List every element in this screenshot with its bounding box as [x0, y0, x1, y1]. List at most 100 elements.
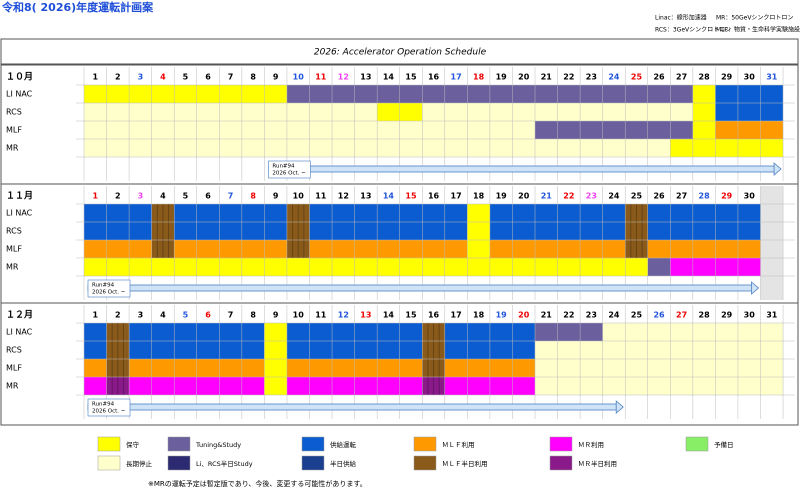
day-number: 6 [205, 192, 211, 201]
day-number: 30 [744, 73, 756, 82]
legend-label: ＭＬＦ利用 [442, 440, 475, 449]
status-cell [84, 103, 378, 121]
day-number: 15 [405, 73, 417, 82]
legend-label: 予備日 [714, 440, 734, 449]
day-number: 28 [699, 311, 711, 320]
row-label: LI NAC [6, 328, 33, 337]
legend-label: 長期停止 [126, 459, 153, 468]
row-label: MR [6, 263, 19, 272]
status-cell [106, 323, 130, 341]
abbrev: RCS：3GeVシンクロトロン [655, 27, 731, 34]
status-cell [84, 359, 107, 377]
row-label: RCS [6, 346, 22, 355]
row-label: MR [6, 144, 19, 153]
month-label: １１月 [6, 191, 33, 202]
footnote: ※MRの運転予定は暫定版であり、今後、変更する可能性があります。 [148, 479, 367, 488]
status-cell [467, 222, 490, 240]
run-box [268, 160, 311, 179]
day-number: 11 [315, 192, 327, 201]
day-number: 3 [138, 192, 144, 201]
run-arrow-head [751, 281, 760, 295]
run-arrow-head [773, 162, 782, 176]
status-cell [535, 377, 784, 395]
day-number: 19 [496, 73, 508, 82]
status-cell [84, 377, 107, 395]
day-number: 27 [676, 192, 687, 201]
row-label: RCS [6, 227, 22, 236]
status-cell [84, 204, 152, 222]
legend-swatch [685, 436, 709, 452]
day-number: 13 [360, 311, 371, 320]
day-number: 1 [92, 311, 98, 320]
day-number: 24 [608, 192, 620, 201]
status-cell [106, 377, 130, 395]
day-number: 2 [115, 192, 121, 201]
run-name: Run#94 [92, 283, 115, 289]
day-number: 18 [473, 311, 485, 320]
run-arrow-head [615, 400, 624, 414]
legend-label: ＭＲ利用 [578, 440, 604, 449]
day-number: 22 [563, 311, 574, 320]
abbrev: MR：50GeVシンクロトロン [716, 15, 793, 22]
day-number: 23 [586, 73, 597, 82]
status-cell [715, 121, 784, 139]
status-cell [535, 121, 693, 139]
status-cell [84, 258, 648, 276]
day-number: 3 [138, 311, 144, 320]
day-number: 25 [631, 311, 643, 320]
row-label: MLF [6, 126, 22, 135]
day-number: 21 [541, 192, 553, 201]
day-number: 12 [338, 311, 349, 320]
status-cell [535, 341, 784, 359]
legend-swatch [97, 455, 121, 471]
status-cell [264, 323, 287, 341]
day-number: 28 [699, 192, 711, 201]
status-cell [715, 85, 784, 103]
legend-label: ＭＬＦ半日利用 [442, 459, 488, 468]
status-cell [692, 103, 716, 121]
status-cell [692, 121, 716, 139]
status-cell [84, 240, 152, 258]
day-number: 4 [160, 73, 166, 82]
status-cell [535, 359, 784, 377]
status-cell [174, 240, 287, 258]
day-number: 2 [115, 73, 121, 82]
status-cell [692, 85, 716, 103]
legend-swatch [97, 436, 121, 452]
status-cell [625, 240, 648, 258]
day-number: 27 [676, 311, 687, 320]
status-cell [647, 204, 761, 222]
status-cell [106, 341, 130, 359]
day-number: 21 [541, 311, 553, 320]
status-cell [174, 204, 287, 222]
run-date: 2026 Oct. ~ [92, 409, 126, 415]
legend-swatch [301, 436, 325, 452]
day-number: 15 [405, 311, 417, 320]
day-number: 11 [315, 73, 327, 82]
day-number: 27 [676, 73, 687, 82]
status-cell [422, 359, 445, 377]
day-number: 14 [383, 73, 395, 82]
day-number: 7 [228, 192, 234, 201]
legend-swatch [549, 436, 573, 452]
legend-label: 保守 [126, 440, 140, 449]
day-number: 15 [405, 192, 417, 201]
run-arrow [267, 165, 776, 173]
status-cell [625, 204, 648, 222]
row-label: MLF [6, 364, 22, 373]
legend-label: 半日供給 [330, 459, 357, 468]
abbrev: Linac：線形加速器 [655, 14, 707, 22]
month-label: １２月 [6, 310, 33, 321]
status-cell [715, 103, 784, 121]
row-label: MLF [6, 245, 22, 254]
day-number: 9 [273, 73, 279, 82]
day-number: 8 [250, 73, 256, 82]
day-number: 24 [608, 73, 620, 82]
status-cell [309, 240, 468, 258]
day-number: 19 [496, 311, 508, 320]
run-arrow [87, 403, 618, 411]
day-number: 24 [608, 311, 620, 320]
status-cell [467, 204, 490, 222]
status-cell [467, 240, 490, 258]
